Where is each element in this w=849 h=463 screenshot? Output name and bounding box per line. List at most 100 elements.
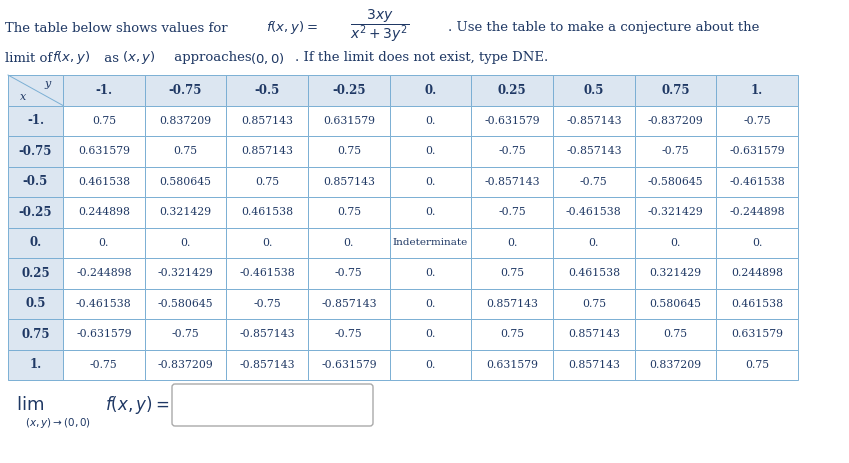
Text: -0.75: -0.75 [661, 146, 689, 156]
Text: 0.: 0. [671, 238, 681, 248]
Bar [144, 350, 227, 380]
Text: $\dfrac{3xy}{x^2 + 3y^2}$: $\dfrac{3xy}{x^2 + 3y^2}$ [350, 7, 409, 44]
Text: -1.: -1. [27, 114, 44, 127]
Text: x: x [20, 92, 26, 102]
Bar [553, 258, 635, 288]
Bar [8, 75, 63, 106]
Text: -0.631579: -0.631579 [484, 116, 540, 126]
Text: -0.244898: -0.244898 [729, 207, 785, 217]
Bar [308, 258, 390, 288]
Text: -0.857143: -0.857143 [239, 360, 295, 370]
Text: -0.75: -0.75 [253, 299, 281, 309]
Bar [144, 75, 227, 106]
Bar [227, 258, 308, 288]
Text: -0.75: -0.75 [169, 84, 202, 97]
Text: -0.75: -0.75 [335, 329, 363, 339]
Text: -0.857143: -0.857143 [566, 116, 621, 126]
Bar [471, 136, 553, 167]
Text: as: as [100, 51, 123, 64]
Text: -1.: -1. [95, 84, 112, 97]
Bar [553, 350, 635, 380]
Text: -0.857143: -0.857143 [321, 299, 377, 309]
Text: 0.857143: 0.857143 [568, 360, 620, 370]
Text: 0.75: 0.75 [173, 146, 198, 156]
Text: -0.580645: -0.580645 [158, 299, 213, 309]
Text: -0.580645: -0.580645 [648, 177, 703, 187]
Text: 0.: 0. [425, 329, 436, 339]
Text: 0.: 0. [425, 299, 436, 309]
Text: -0.244898: -0.244898 [76, 268, 132, 278]
Text: -0.75: -0.75 [19, 145, 52, 158]
Text: 0.: 0. [30, 236, 42, 249]
Bar [63, 167, 144, 197]
Text: 0.75: 0.75 [500, 268, 524, 278]
Bar [553, 75, 635, 106]
Bar [553, 227, 635, 258]
Text: 0.857143: 0.857143 [323, 177, 374, 187]
Bar [144, 106, 227, 136]
Text: 0.: 0. [425, 268, 436, 278]
Bar [63, 288, 144, 319]
Text: . If the limit does not exist, type DNE.: . If the limit does not exist, type DNE. [295, 51, 548, 64]
Bar [717, 227, 798, 258]
Text: 0.25: 0.25 [498, 84, 526, 97]
Bar [635, 136, 717, 167]
Text: -0.461538: -0.461538 [239, 268, 295, 278]
Bar [471, 288, 553, 319]
Text: $f(x, y) = $: $f(x, y) = $ [266, 19, 318, 37]
Bar [390, 167, 471, 197]
Text: 0.461538: 0.461538 [241, 207, 293, 217]
Bar [553, 197, 635, 227]
Text: -0.75: -0.75 [171, 329, 200, 339]
FancyBboxPatch shape [172, 384, 373, 426]
Text: 0.631579: 0.631579 [323, 116, 374, 126]
Text: 0.75: 0.75 [500, 329, 524, 339]
Bar [390, 227, 471, 258]
Text: 0.857143: 0.857143 [241, 116, 293, 126]
Text: 0.25: 0.25 [21, 267, 50, 280]
Bar [717, 197, 798, 227]
Text: $(x, y)$: $(x, y)$ [122, 50, 155, 67]
Text: -0.321429: -0.321429 [648, 207, 703, 217]
Text: 0.: 0. [262, 238, 273, 248]
Text: -0.25: -0.25 [19, 206, 53, 219]
Bar [308, 106, 390, 136]
Text: 0.5: 0.5 [25, 297, 46, 310]
Text: 0.: 0. [752, 238, 762, 248]
Bar [390, 106, 471, 136]
Text: -0.25: -0.25 [332, 84, 366, 97]
Text: 0.: 0. [507, 238, 517, 248]
Text: -0.857143: -0.857143 [484, 177, 540, 187]
Text: 0.75: 0.75 [663, 329, 688, 339]
Text: -0.857143: -0.857143 [239, 329, 295, 339]
Text: $(0, 0)$: $(0, 0)$ [250, 50, 284, 65]
Bar [390, 258, 471, 288]
Text: -0.631579: -0.631579 [76, 329, 132, 339]
Text: 0.75: 0.75 [337, 207, 361, 217]
Bar [553, 319, 635, 350]
Bar [553, 167, 635, 197]
Bar [227, 319, 308, 350]
Bar [635, 75, 717, 106]
Bar [553, 288, 635, 319]
Text: -0.837209: -0.837209 [648, 116, 703, 126]
Text: 0.461538: 0.461538 [731, 299, 784, 309]
Bar [471, 227, 553, 258]
Text: -0.461538: -0.461538 [729, 177, 785, 187]
Bar [63, 227, 144, 258]
Bar [144, 167, 227, 197]
Bar [635, 227, 717, 258]
Text: -0.75: -0.75 [580, 177, 608, 187]
Bar [63, 258, 144, 288]
Text: 0.75: 0.75 [337, 146, 361, 156]
Bar [144, 319, 227, 350]
Text: 0.837209: 0.837209 [160, 116, 211, 126]
Text: 0.75: 0.75 [661, 84, 689, 97]
Text: 0.: 0. [424, 84, 436, 97]
Bar [717, 288, 798, 319]
Bar [635, 106, 717, 136]
Text: 0.: 0. [425, 177, 436, 187]
Bar [635, 197, 717, 227]
Bar [471, 350, 553, 380]
Text: 0.: 0. [588, 238, 599, 248]
